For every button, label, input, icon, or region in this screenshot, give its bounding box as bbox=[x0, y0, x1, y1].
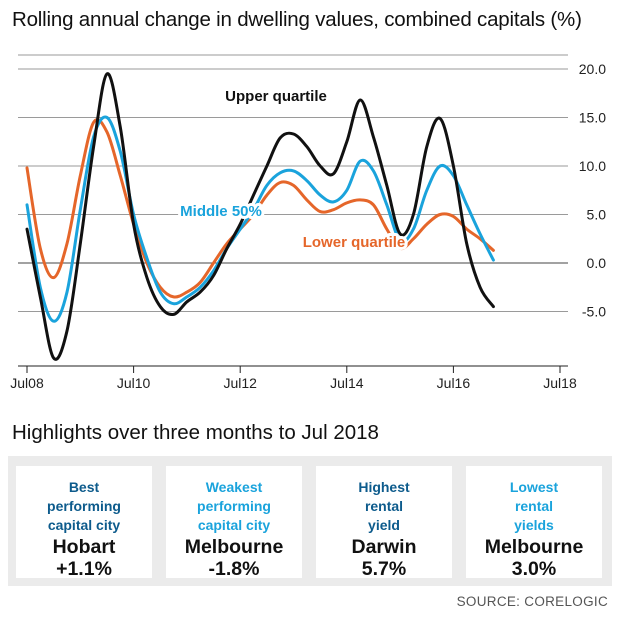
series-line-lower-quartile bbox=[25, 118, 495, 299]
x-tick-label: Jul12 bbox=[223, 375, 257, 391]
series-label: Middle 50% bbox=[180, 203, 262, 220]
y-tick-label: 20.0 bbox=[579, 61, 606, 77]
card-label: Highest rental yield bbox=[358, 479, 410, 533]
card-value: Melbourne 3.0% bbox=[484, 536, 584, 580]
series-label: Lower quartile bbox=[303, 234, 406, 251]
y-tick-label: 0.0 bbox=[587, 255, 607, 271]
card-label: Weakest performing capital city bbox=[197, 479, 271, 533]
x-tick-label: Jul14 bbox=[330, 375, 364, 391]
highlights-panel: Best performing capital city Hobart +1.1… bbox=[8, 456, 612, 586]
line-chart: 20.0 15.0 10.0 5.0 0.0 -5.0 Jul08 Jul10 Jul12 Jul… bbox=[10, 54, 607, 391]
series-label-halo: Upper quartile bbox=[225, 88, 327, 105]
series-label-halo: Lower quartile bbox=[303, 234, 406, 251]
y-tick-label: 15.0 bbox=[579, 110, 606, 126]
card-label: Best performing capital city bbox=[47, 479, 121, 533]
y-tick-label: 10.0 bbox=[579, 158, 606, 174]
highlight-card-lowest-rental-yields: Lowest rental yields Melbourne 3.0% bbox=[466, 466, 602, 580]
highlight-card-best-performing: Best performing capital city Hobart +1.1… bbox=[16, 466, 152, 580]
series-line-upper-quartile bbox=[25, 72, 495, 361]
highlight-card-weakest-performing: Weakest performing capital city Melbourn… bbox=[166, 466, 302, 580]
highlight-card-highest-rental-yield: Highest rental yield Darwin 5.7% bbox=[316, 466, 452, 580]
chart-title: Rolling annual change in dwelling values… bbox=[12, 8, 582, 31]
x-tick-label: Jul16 bbox=[437, 375, 471, 391]
y-tick-label: -5.0 bbox=[582, 304, 606, 320]
highlights-title: Highlights over three months to Jul 2018 bbox=[12, 421, 379, 444]
card-value: Melbourne -1.8% bbox=[184, 536, 284, 580]
card-value: Hobart +1.1% bbox=[52, 536, 116, 580]
x-tick-label: Jul10 bbox=[117, 375, 151, 391]
y-tick-label: 5.0 bbox=[587, 207, 607, 223]
source-credit: SOURCE: CORELOGIC bbox=[456, 594, 608, 609]
series-line-middle-50 bbox=[25, 115, 495, 323]
series-label-halo: Middle 50% bbox=[180, 203, 262, 220]
card-value: Darwin 5.7% bbox=[351, 536, 417, 580]
series-label: Upper quartile bbox=[225, 88, 327, 105]
x-tick-label: Jul18 bbox=[543, 375, 577, 391]
x-tick-label: Jul08 bbox=[10, 375, 44, 391]
card-label: Lowest rental yields bbox=[509, 479, 559, 533]
